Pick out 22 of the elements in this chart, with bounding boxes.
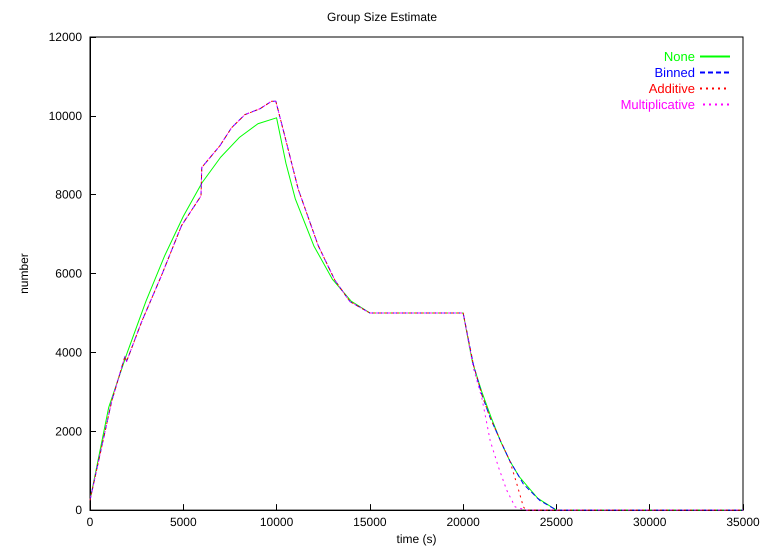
y-tick-label: 12000 (48, 30, 82, 44)
y-tick-label: 10000 (48, 108, 82, 123)
x-tick-label: 20000 (446, 515, 480, 530)
legend-label: Multiplicative (620, 97, 695, 112)
legend-label: Additive (648, 81, 695, 96)
y-tick-label: 6000 (55, 266, 82, 281)
x-tick-label: 10000 (260, 515, 294, 530)
legend-label: Binned (654, 65, 695, 80)
x-tick-label: 5000 (170, 515, 197, 530)
x-tick-label: 25000 (540, 515, 574, 530)
x-tick-label: 35000 (726, 515, 760, 530)
x-tick-label: 15000 (353, 515, 387, 530)
x-tick-label: 30000 (633, 515, 667, 530)
y-tick-label: 0 (75, 503, 82, 518)
x-axis-title: time (s) (396, 532, 436, 546)
y-tick-label: 4000 (55, 345, 82, 360)
chart-title: Group Size Estimate (326, 10, 438, 24)
y-tick-label: 2000 (55, 424, 82, 438)
y-tick-label: 8000 (55, 188, 82, 202)
legend-label: None (664, 49, 695, 64)
x-tick-label: 0 (86, 515, 94, 530)
y-axis-title: number (17, 253, 31, 294)
